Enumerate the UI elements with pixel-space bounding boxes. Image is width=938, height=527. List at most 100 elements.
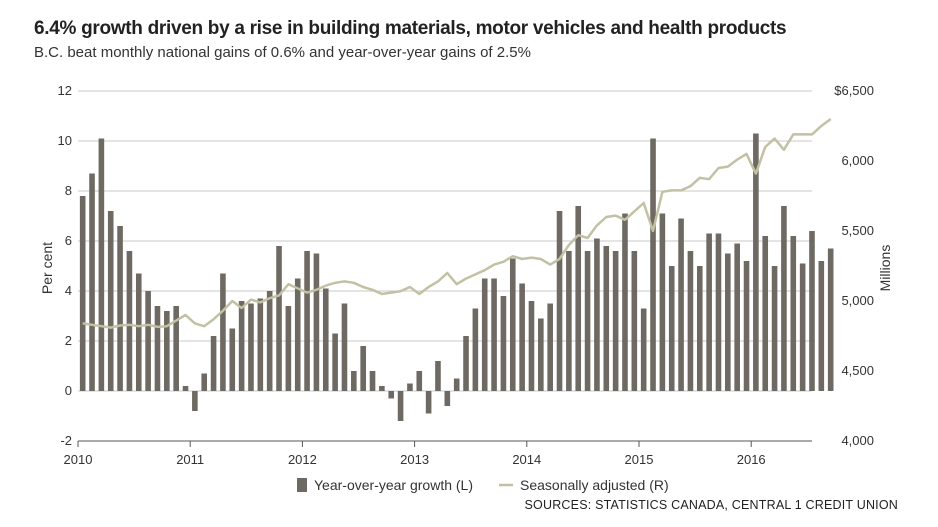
bar bbox=[360, 346, 366, 391]
bar bbox=[659, 213, 666, 391]
bar bbox=[575, 206, 582, 391]
bar bbox=[762, 236, 769, 391]
y-tick-label-left: 8 bbox=[65, 183, 72, 198]
bar bbox=[594, 238, 600, 391]
bar bbox=[294, 278, 301, 391]
bar bbox=[556, 211, 563, 391]
bar bbox=[229, 328, 236, 391]
bar bbox=[453, 378, 460, 391]
bar bbox=[696, 266, 703, 391]
bar bbox=[743, 261, 750, 391]
bar bbox=[220, 273, 226, 391]
y-tick-label-right: 5,000 bbox=[841, 293, 874, 308]
chart-subtitle: B.C. beat monthly national gains of 0.6%… bbox=[34, 44, 531, 61]
x-tick-label: 2014 bbox=[512, 452, 541, 467]
bar bbox=[257, 298, 264, 391]
bar bbox=[79, 196, 86, 391]
bar bbox=[715, 233, 722, 391]
bar bbox=[407, 383, 413, 391]
bar bbox=[547, 303, 553, 391]
bar bbox=[809, 231, 815, 391]
y-axis-label-left: Per cent bbox=[39, 242, 55, 294]
y-tick-label-left: 4 bbox=[65, 283, 72, 298]
y-axis-label-right: Millions bbox=[877, 245, 893, 292]
bar bbox=[173, 306, 179, 391]
bar bbox=[210, 336, 217, 391]
chart-title: 6.4% growth driven by a rise in building… bbox=[34, 18, 787, 39]
bar bbox=[341, 303, 348, 391]
bar bbox=[538, 318, 544, 391]
y-tick-label-left: -2 bbox=[60, 433, 72, 448]
bar bbox=[491, 278, 497, 391]
bar bbox=[463, 336, 469, 391]
x-tick-label: 2012 bbox=[288, 452, 317, 467]
bar bbox=[622, 213, 628, 391]
y-tick-label-left: 10 bbox=[58, 133, 72, 148]
bar bbox=[687, 251, 694, 391]
legend: Year-over-year growth (L) Seasonally adj… bbox=[297, 477, 669, 493]
legend-label-bar: Year-over-year growth (L) bbox=[314, 477, 473, 493]
bar bbox=[379, 386, 385, 391]
bar bbox=[799, 263, 806, 391]
bar bbox=[192, 391, 198, 411]
bar bbox=[313, 253, 320, 391]
legend-swatch-bar bbox=[297, 478, 307, 492]
bar bbox=[238, 301, 245, 391]
bar bbox=[126, 251, 133, 391]
bar bbox=[154, 306, 161, 391]
y-tick-label-left: 2 bbox=[65, 333, 72, 348]
bar bbox=[145, 291, 151, 391]
bar bbox=[98, 138, 105, 391]
bar bbox=[182, 386, 189, 391]
y-tick-label-right: 4,000 bbox=[841, 433, 874, 448]
y-tick-label-right: 6,000 bbox=[841, 153, 874, 168]
bar bbox=[566, 251, 572, 391]
bar bbox=[528, 301, 535, 391]
bar bbox=[332, 333, 338, 391]
line-series-seasonally-adjusted bbox=[82, 117, 832, 329]
x-tick-label: 2016 bbox=[737, 452, 766, 467]
y-tick-label-right: 5,500 bbox=[841, 223, 874, 238]
bar bbox=[107, 211, 114, 391]
bar bbox=[89, 173, 95, 391]
bar bbox=[164, 311, 170, 391]
bar bbox=[472, 308, 479, 391]
bar bbox=[818, 261, 825, 391]
bar bbox=[500, 296, 507, 391]
bar bbox=[509, 258, 516, 391]
bar bbox=[706, 233, 712, 391]
right-axis: 4,000 4,500 5,000 5,500 6,000 $6,500 bbox=[834, 83, 874, 448]
y-tick-label-left: 6 bbox=[65, 233, 72, 248]
bar bbox=[612, 251, 619, 391]
source-note: SOURCES: STATISTICS CANADA, CENTRAL 1 CR… bbox=[524, 498, 898, 512]
y-tick-label-left: 12 bbox=[58, 83, 72, 98]
bar bbox=[734, 243, 740, 391]
legend-label-line: Seasonally adjusted (R) bbox=[520, 477, 669, 493]
x-axis: 2010 2011 2012 2013 2014 2015 2016 bbox=[64, 441, 766, 467]
bar bbox=[416, 371, 423, 391]
bar bbox=[322, 288, 329, 391]
x-tick-label: 2013 bbox=[400, 452, 429, 467]
bar bbox=[640, 308, 647, 391]
y-tick-label-right: 4,500 bbox=[841, 363, 874, 378]
bar bbox=[248, 303, 254, 391]
bar bbox=[435, 361, 441, 391]
bar bbox=[201, 373, 208, 391]
y-tick-label-left: 0 bbox=[65, 383, 72, 398]
bar bbox=[678, 218, 684, 391]
bar bbox=[304, 251, 310, 391]
bar bbox=[444, 391, 451, 406]
bar bbox=[351, 371, 357, 391]
bar bbox=[781, 206, 787, 391]
x-tick-label: 2011 bbox=[176, 452, 204, 467]
bar bbox=[584, 251, 591, 391]
bar bbox=[285, 306, 292, 391]
bar bbox=[369, 371, 376, 391]
bar bbox=[117, 226, 123, 391]
left-axis: -2 0 2 4 6 8 10 12 bbox=[58, 83, 72, 448]
bar bbox=[790, 236, 797, 391]
bar bbox=[481, 278, 488, 391]
x-tick-label: 2010 bbox=[64, 452, 93, 467]
bar bbox=[668, 266, 675, 391]
